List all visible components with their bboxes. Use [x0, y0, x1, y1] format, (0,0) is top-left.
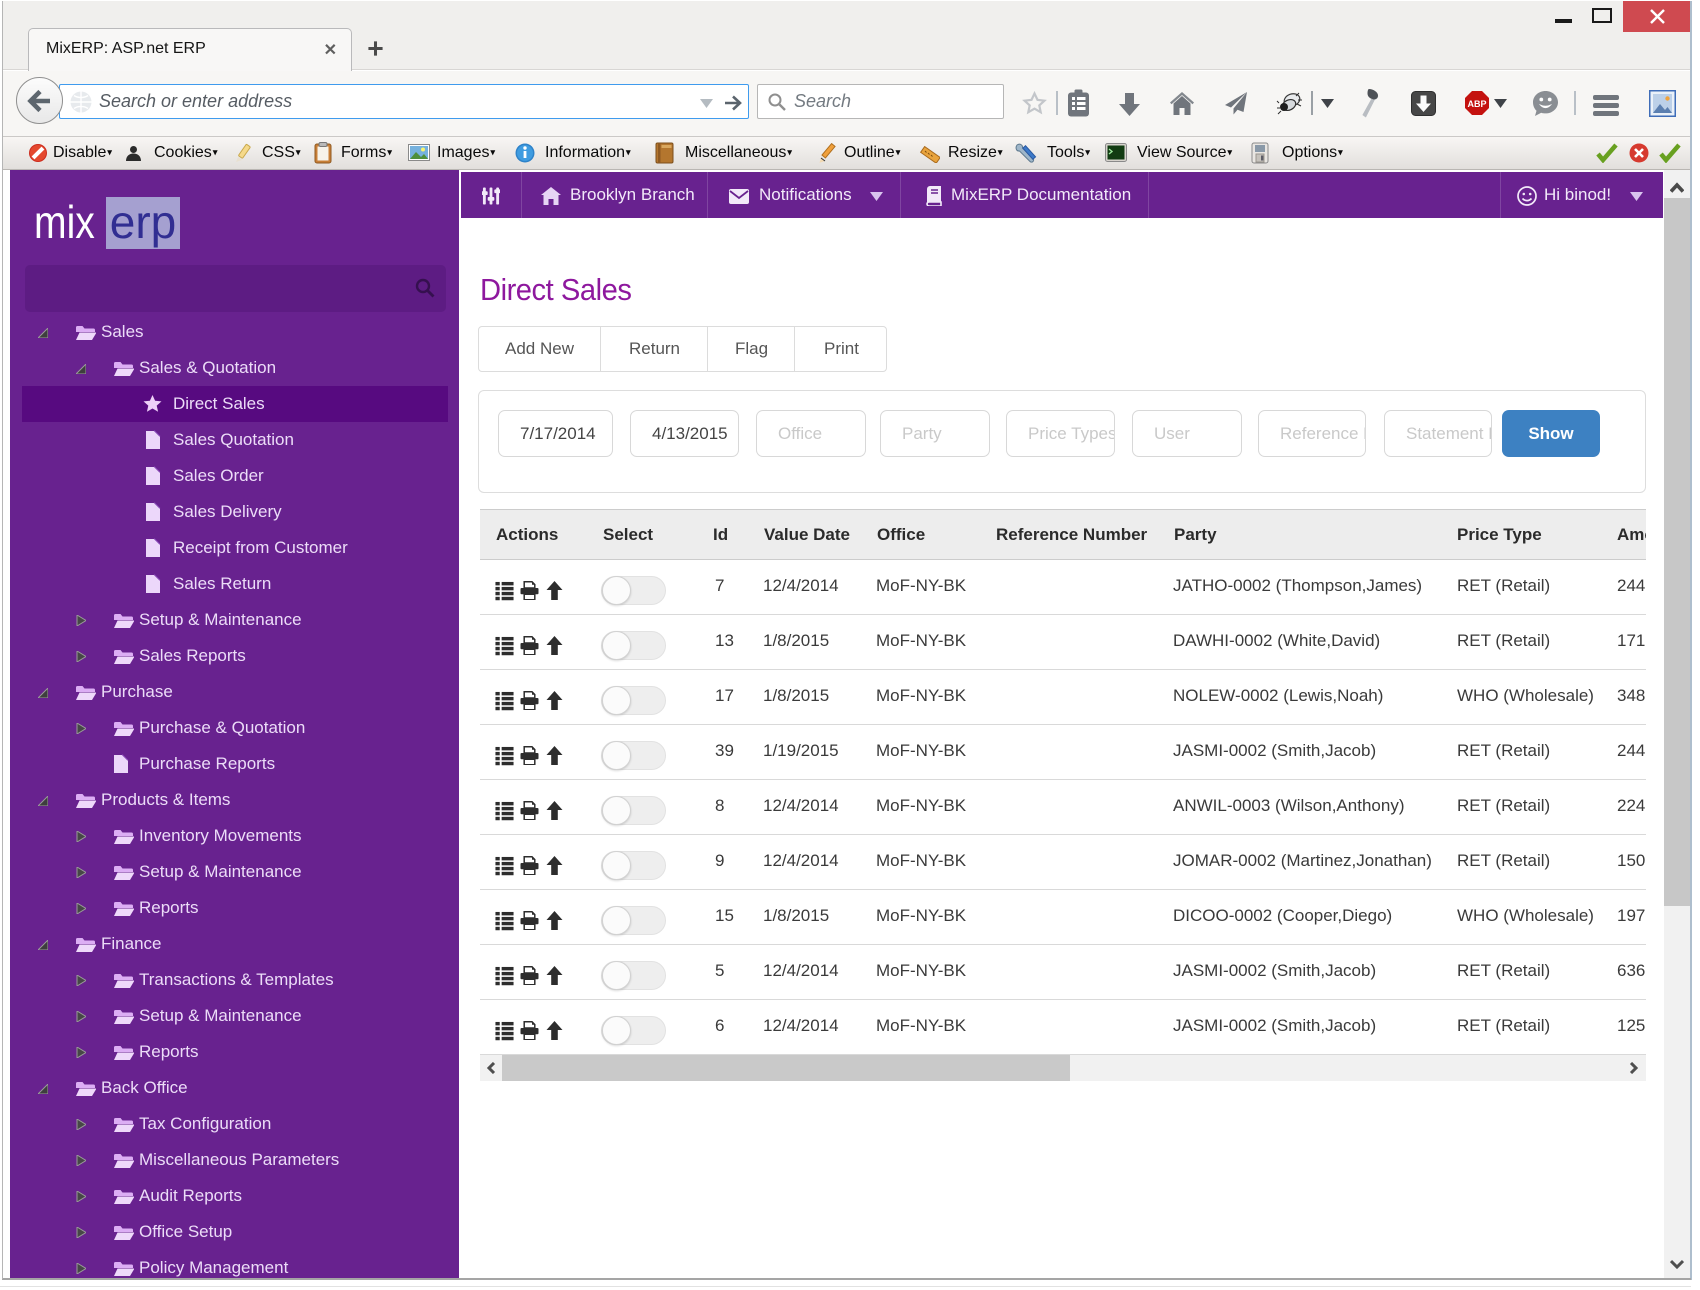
svg-text:ABP: ABP — [1467, 99, 1486, 109]
